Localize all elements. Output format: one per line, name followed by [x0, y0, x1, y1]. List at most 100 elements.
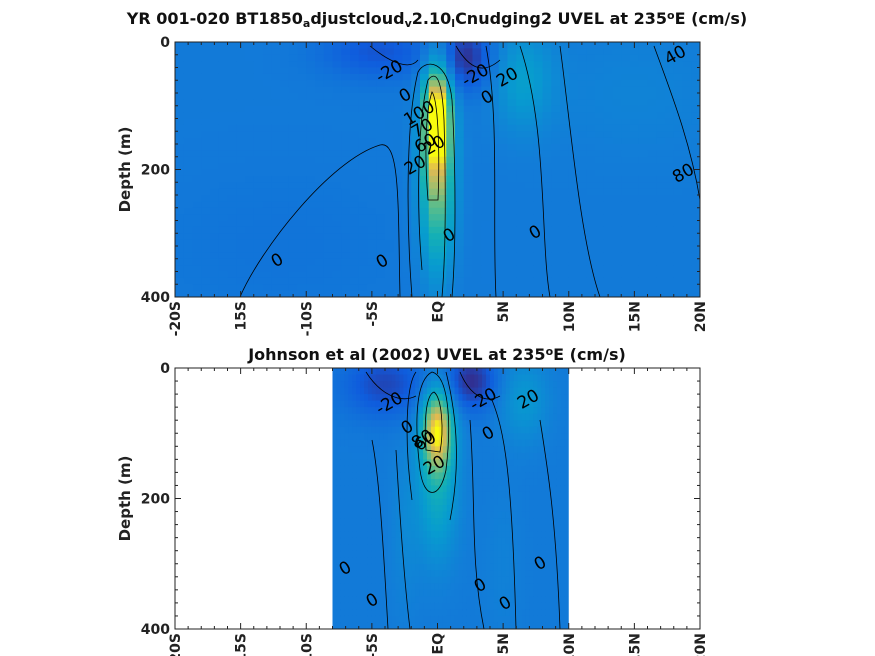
heatmap-cell [612, 195, 622, 202]
heatmap-cell [442, 537, 448, 545]
heatmap-cell [253, 93, 264, 100]
heatmap-cell [462, 387, 467, 395]
heatmap-cell [564, 420, 570, 428]
heatmap-cell [586, 144, 596, 151]
heatmap-cell [387, 420, 393, 428]
heatmap-cell [481, 258, 491, 266]
heatmap-cell [192, 188, 202, 196]
heatmap-cell [493, 531, 499, 539]
heatmap-cell [434, 531, 440, 539]
heatmap-cell [323, 67, 334, 75]
heatmap-cell [364, 452, 369, 460]
heatmap-cell [407, 394, 412, 402]
heatmap-cell [560, 156, 570, 164]
heatmap-cell [442, 563, 448, 571]
heatmap-cell [647, 201, 657, 209]
heatmap-cell [402, 246, 412, 253]
heatmap-cell [455, 99, 465, 107]
heatmap-cell [501, 563, 507, 571]
heatmap-cell [315, 150, 325, 158]
heatmap-cell [297, 54, 307, 62]
heatmap-cell [280, 290, 290, 297]
heatmap-cell [379, 485, 385, 493]
heatmap-cell [647, 73, 657, 81]
heatmap-cell [551, 214, 561, 222]
heatmap-cell [393, 271, 404, 279]
heatmap-cell [481, 80, 491, 88]
heatmap-cell [364, 557, 369, 565]
heatmap-cell [297, 233, 307, 241]
heatmap-cell [391, 518, 397, 526]
heatmap-cell [442, 381, 448, 389]
heatmap-cell [454, 478, 460, 487]
heatmap-cell [367, 137, 377, 145]
heatmap-cell [385, 182, 395, 190]
heatmap-cell [691, 239, 700, 247]
heatmap-cell [673, 233, 684, 241]
heatmap-cell [192, 118, 202, 126]
heatmap-cell [332, 615, 338, 624]
heatmap-cell [393, 73, 404, 81]
heatmap-cell [525, 226, 535, 234]
heatmap-cell [454, 400, 460, 408]
heatmap-cell [533, 381, 538, 389]
heatmap-cell [463, 73, 474, 81]
heatmap-cell [497, 550, 503, 558]
heatmap-cell [428, 105, 439, 113]
heatmap-cell [271, 156, 281, 164]
heatmap-cell [419, 537, 424, 545]
heatmap-cell [315, 226, 325, 234]
heatmap-cell [517, 544, 523, 552]
heatmap-cell [340, 531, 345, 539]
heatmap-cell [192, 246, 202, 253]
heatmap-cell [411, 195, 421, 202]
heatmap-cell [411, 258, 421, 266]
heatmap-cell [691, 265, 700, 273]
heatmap-cell [358, 214, 369, 222]
heatmap-cell [463, 175, 474, 183]
heatmap-cell [458, 400, 464, 408]
heatmap-cell [271, 182, 281, 190]
heatmap-cell [332, 169, 342, 177]
heatmap-cell [271, 265, 281, 273]
heatmap-cell [691, 195, 700, 202]
heatmap-cell [306, 93, 316, 100]
heatmap-cell [423, 381, 428, 389]
heatmap-cell [332, 265, 342, 273]
heatmap-cell [501, 433, 507, 441]
heatmap-cell [407, 557, 412, 565]
heatmap-cell [545, 426, 550, 434]
heatmap-cell [253, 239, 264, 247]
heatmap-cell [352, 387, 357, 395]
heatmap-cell [385, 118, 395, 126]
heatmap-cell [371, 550, 377, 558]
heatmap-cell [463, 182, 474, 190]
heatmap-cell [332, 505, 338, 513]
heatmap-cell [630, 118, 640, 126]
heatmap-cell [280, 277, 290, 285]
heatmap-cell [367, 426, 373, 434]
heatmap-cell [306, 175, 316, 183]
heatmap-cell [521, 550, 527, 558]
heatmap-cell [360, 368, 365, 376]
heatmap-cell [383, 426, 389, 434]
heatmap-cell [306, 252, 316, 260]
heatmap-cell [201, 182, 211, 190]
heatmap-cell [472, 233, 482, 241]
heatmap-cell [420, 61, 430, 69]
heatmap-cell [340, 459, 345, 467]
heatmap-cell [340, 472, 345, 480]
heatmap-cell [393, 163, 404, 171]
heatmap-cell [509, 478, 515, 487]
heatmap-cell [509, 452, 515, 460]
heatmap-cell [428, 226, 439, 234]
heatmap-cell [497, 400, 503, 408]
heatmap-cell [638, 195, 649, 202]
heatmap-cell [525, 239, 535, 247]
heatmap-cell [542, 246, 552, 253]
heatmap-cell [493, 511, 499, 519]
heatmap-cell [454, 583, 460, 591]
heatmap-cell [271, 93, 281, 100]
heatmap-cell [379, 400, 385, 408]
heatmap-cell [423, 589, 428, 597]
